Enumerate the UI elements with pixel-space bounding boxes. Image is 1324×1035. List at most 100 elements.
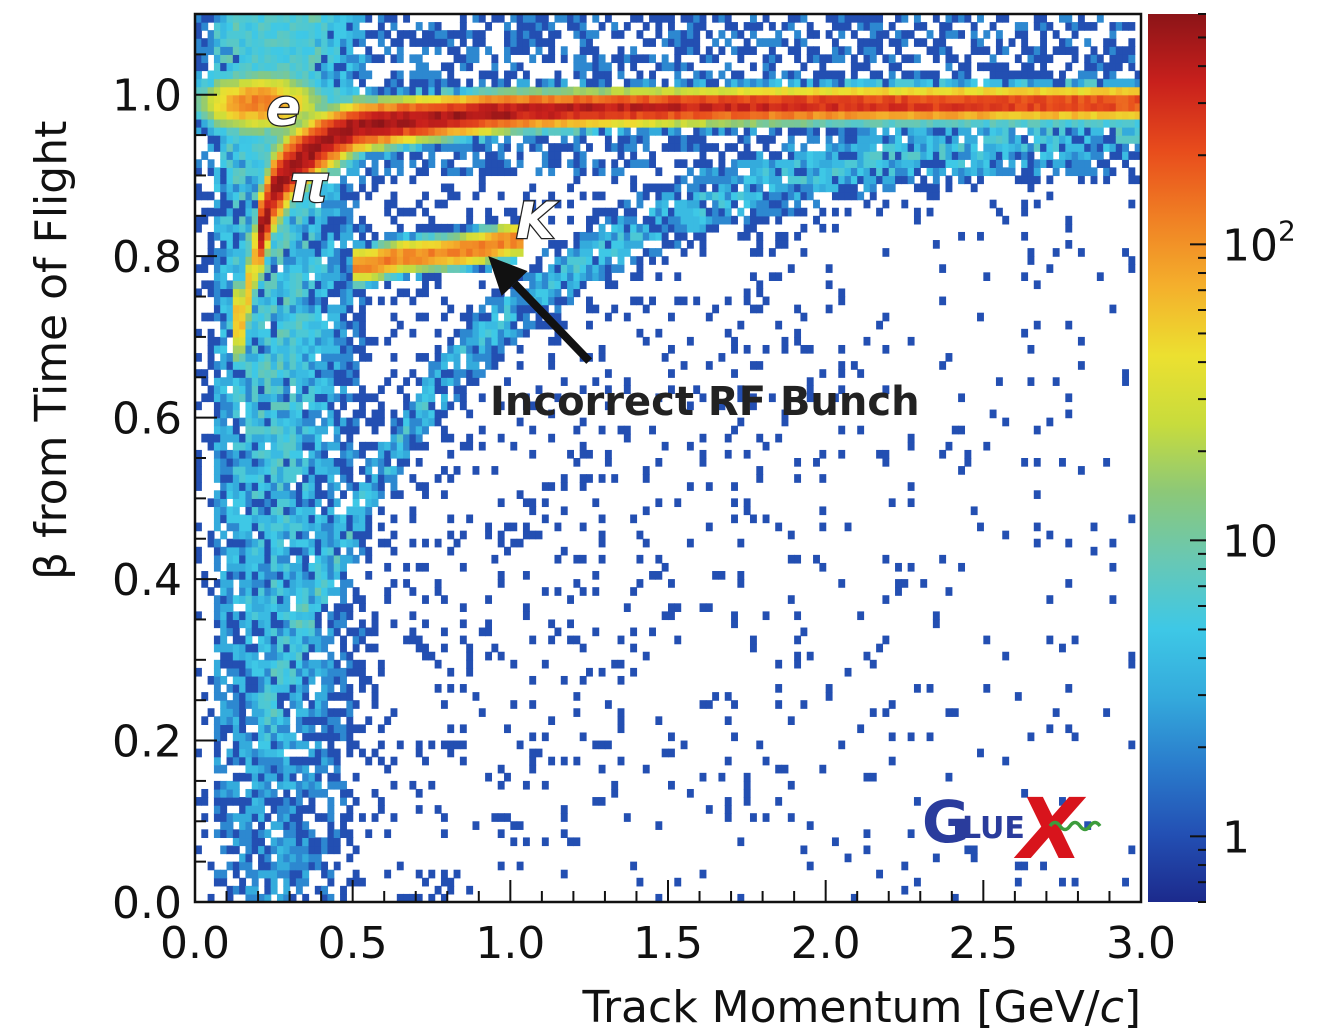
- heatmap-cell: [333, 361, 341, 370]
- heatmap-cell: [434, 344, 442, 354]
- heatmap-cell: [295, 490, 303, 499]
- heatmap-cell: [554, 554, 562, 564]
- heatmap-cell: [623, 312, 631, 322]
- heatmap-cell: [762, 813, 770, 822]
- heatmap-cell: [863, 167, 871, 177]
- heatmap-cell: [731, 215, 738, 225]
- heatmap-cell: [440, 127, 448, 136]
- heatmap-cell: [352, 490, 360, 499]
- heatmap-cell: [831, 46, 839, 55]
- heatmap-cell: [655, 272, 663, 281]
- heatmap-cell: [567, 14, 574, 23]
- heatmap-cell: [749, 272, 757, 281]
- heatmap-cell: [295, 780, 303, 790]
- heatmap-cell: [371, 498, 379, 508]
- heatmap-cell: [674, 94, 682, 104]
- heatmap-cell: [232, 861, 240, 871]
- heatmap-cell: [239, 256, 247, 265]
- heatmap-cell: [794, 336, 802, 346]
- heatmap-cell: [611, 264, 619, 273]
- heatmap-cell: [497, 829, 505, 839]
- heatmap-cell: [396, 54, 404, 64]
- heatmap-cell: [251, 587, 259, 596]
- heatmap-cell: [819, 110, 827, 120]
- heatmap-cell: [749, 94, 757, 104]
- heatmap-cell: [220, 643, 228, 653]
- heatmap-cell: [434, 102, 442, 112]
- heatmap-cell: [333, 135, 341, 144]
- heatmap-cell: [756, 183, 764, 193]
- heatmap-cell: [232, 522, 240, 532]
- heatmap-cell: [409, 54, 417, 64]
- heatmap-cell: [548, 86, 556, 96]
- heatmap-cell: [251, 651, 259, 661]
- heatmap-cell: [478, 248, 486, 257]
- heatmap-cell: [201, 118, 209, 128]
- heatmap-cell: [850, 110, 858, 120]
- heatmap-cell: [270, 320, 278, 330]
- heatmap-cell: [548, 94, 556, 104]
- heatmap-cell: [308, 94, 316, 104]
- heatmap-cell: [289, 94, 297, 104]
- heatmap-cell: [295, 546, 303, 556]
- heatmap-cell: [327, 441, 335, 451]
- heatmap-cell: [239, 748, 247, 758]
- heatmap-cell: [876, 207, 884, 217]
- heatmap-cell: [220, 353, 228, 362]
- heatmap-cell: [321, 845, 329, 855]
- heatmap-cell: [794, 70, 802, 80]
- heatmap-cell: [358, 223, 366, 233]
- heatmap-cell: [529, 425, 537, 435]
- heatmap-cell: [232, 433, 240, 443]
- heatmap-cell: [447, 159, 455, 168]
- heatmap-cell: [295, 296, 303, 306]
- heatmap-cell: [220, 433, 228, 443]
- heatmap-cell: [541, 514, 549, 524]
- heatmap-cell: [352, 30, 360, 39]
- heatmap-cell: [358, 619, 366, 629]
- heatmap-cell: [592, 30, 600, 39]
- heatmap-cell: [308, 288, 316, 298]
- heatmap-cell: [762, 118, 770, 128]
- heatmap-cell: [794, 46, 802, 55]
- heatmap-cell: [258, 207, 265, 217]
- heatmap-cell: [485, 361, 493, 370]
- heatmap-cell: [245, 369, 253, 378]
- heatmap-cell: [850, 175, 858, 185]
- heatmap-cell: [314, 280, 322, 290]
- heatmap-cell: [321, 732, 329, 742]
- heatmap-cell: [630, 296, 638, 306]
- heatmap-cell: [516, 490, 524, 499]
- heatmap-cell: [207, 353, 215, 362]
- heatmap-cell: [232, 651, 240, 661]
- heatmap-cell: [251, 474, 259, 483]
- heatmap-cell: [340, 675, 347, 685]
- heatmap-cell: [283, 207, 291, 217]
- heatmap-cell: [712, 38, 720, 47]
- heatmap-cell: [333, 748, 341, 758]
- heatmap-cell: [220, 14, 228, 23]
- heatmap-cell: [850, 361, 858, 370]
- heatmap-cell: [560, 506, 568, 516]
- heatmap-cell: [289, 756, 297, 766]
- heatmap-cell: [800, 102, 808, 112]
- heatmap-cell: [340, 441, 347, 451]
- heatmap-cell: [598, 22, 606, 31]
- heatmap-cell: [232, 288, 240, 298]
- heatmap-cell: [567, 183, 574, 193]
- heatmap-cell: [283, 143, 291, 152]
- heatmap-cell: [308, 118, 316, 128]
- heatmap-cell: [794, 110, 802, 120]
- heatmap-cell: [743, 199, 751, 209]
- heatmap-cell: [415, 78, 423, 88]
- heatmap-cell: [731, 94, 738, 104]
- heatmap-cell: [195, 94, 202, 104]
- heatmap-cell: [813, 167, 820, 177]
- heatmap-cell: [787, 110, 795, 120]
- heatmap-cell: [346, 659, 354, 669]
- heatmap-cell: [352, 506, 360, 516]
- heatmap-cell: [333, 562, 341, 572]
- heatmap-cell: [649, 207, 656, 217]
- heatmap-cell: [251, 643, 259, 653]
- heatmap-cell: [756, 474, 764, 483]
